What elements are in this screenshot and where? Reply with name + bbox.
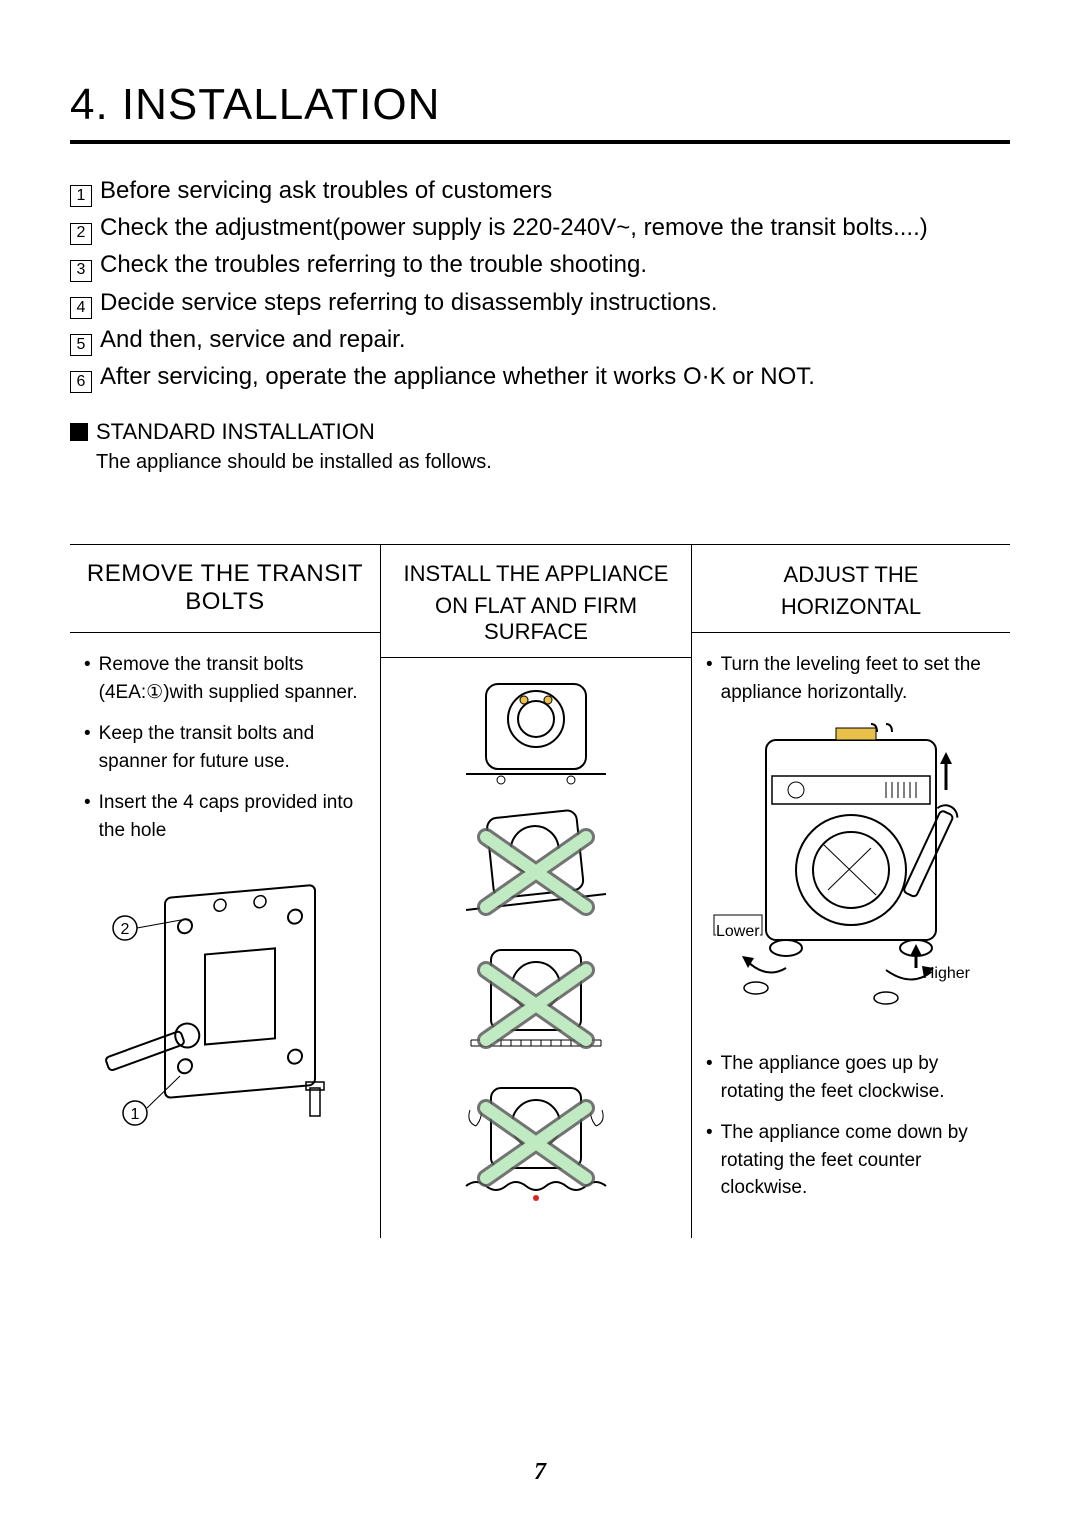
bullet-text: Remove the transit bolts (4EA:①)with sup…	[99, 651, 366, 706]
section-title: 4. INSTALLATION	[70, 80, 1010, 130]
surface-bad1-diagram	[395, 802, 677, 932]
bullet-dot-icon: •	[706, 651, 713, 706]
surface-ok-diagram	[395, 674, 677, 794]
bullet-text: Insert the 4 caps provided into the hole	[99, 789, 366, 844]
rear-panel-diagram: 2 1	[84, 858, 366, 1148]
page-number: 7	[0, 1459, 1080, 1486]
square-bullet-icon	[70, 423, 88, 441]
step-number-icon: 4	[70, 297, 92, 319]
step-list: 1 Before servicing ask troubles of custom…	[70, 172, 1010, 395]
column-header: ADJUST THE HORIZONTAL	[692, 545, 1010, 633]
step-item: 1 Before servicing ask troubles of custom…	[70, 172, 1010, 209]
step-text: After servicing, operate the appliance w…	[100, 358, 815, 395]
step-number-icon: 5	[70, 334, 92, 356]
bullet-text: Keep the transit bolts and spanner for f…	[99, 720, 366, 775]
step-text: Check the adjustment(power supply is 220…	[100, 209, 928, 246]
step-number-icon: 3	[70, 260, 92, 282]
column-adjust-horizontal: ADJUST THE HORIZONTAL •Turn the leveling…	[692, 545, 1010, 1238]
higher-label: Higher	[923, 962, 970, 985]
bullet-item: •Insert the 4 caps provided into the hol…	[84, 789, 366, 844]
step-text: Decide service steps referring to disass…	[100, 284, 718, 321]
step-item: 3 Check the troubles referring to the tro…	[70, 246, 1010, 283]
step-text: And then, service and repair.	[100, 321, 406, 358]
bullet-text: The appliance goes up by rotating the fe…	[721, 1050, 996, 1105]
svg-text:2: 2	[121, 921, 130, 938]
title-underline	[70, 140, 1010, 144]
step-item: 4 Decide service steps referring to disas…	[70, 284, 1010, 321]
column-body: •Turn the leveling feet to set the appli…	[692, 633, 1010, 1226]
bullet-dot-icon: •	[84, 720, 91, 775]
bullet-item: •The appliance goes up by rotating the f…	[706, 1050, 996, 1105]
bullet-dot-icon: •	[84, 789, 91, 844]
column-head-line1: ADJUST THE	[698, 562, 1004, 588]
column-head-line1: REMOVE THE TRANSIT	[76, 560, 374, 588]
step-text: Before servicing ask troubles of custome…	[100, 172, 552, 209]
bullet-item: •Turn the leveling feet to set the appli…	[706, 651, 996, 706]
column-header: REMOVE THE TRANSIT BOLTS	[70, 545, 380, 633]
step-number-icon: 6	[70, 371, 92, 393]
bullet-item: •Keep the transit bolts and spanner for …	[84, 720, 366, 775]
bullet-text: Turn the leveling feet to set the applia…	[721, 651, 996, 706]
surface-bad3-diagram	[395, 1078, 677, 1228]
bullet-dot-icon: •	[706, 1119, 713, 1202]
bullet-text: The appliance come down by rotating the …	[721, 1119, 996, 1202]
step-item: 6 After servicing, operate the appliance …	[70, 358, 1010, 395]
column-head-line2: ON FLAT AND FIRM SURFACE	[387, 593, 685, 645]
column-body	[381, 658, 691, 1238]
step-number-icon: 1	[70, 185, 92, 207]
svg-text:1: 1	[131, 1106, 140, 1123]
lower-label: Lower	[716, 920, 760, 943]
standard-subtext: The appliance should be installed as fol…	[96, 451, 1010, 474]
column-head-line1: INSTALL THE APPLIANCE	[387, 561, 685, 587]
column-header: INSTALL THE APPLIANCE ON FLAT AND FIRM S…	[381, 545, 691, 658]
step-item: 2 Check the adjustment(power supply is 22…	[70, 209, 1010, 246]
surface-bad2-diagram	[395, 940, 677, 1070]
column-head-line2: HORIZONTAL	[698, 594, 1004, 620]
column-body: •Remove the transit bolts (4EA:①)with su…	[70, 633, 380, 1158]
bullet-dot-icon: •	[706, 1050, 713, 1105]
standard-heading: STANDARD INSTALLATION	[70, 419, 1010, 445]
standard-heading-text: STANDARD INSTALLATION	[96, 419, 375, 445]
bullet-dot-icon: •	[84, 651, 91, 706]
installation-columns: REMOVE THE TRANSIT BOLTS •Remove the tra…	[70, 544, 1010, 1238]
bullet-item: •Remove the transit bolts (4EA:①)with su…	[84, 651, 366, 706]
step-text: Check the troubles referring to the trou…	[100, 246, 647, 283]
column-install-surface: INSTALL THE APPLIANCE ON FLAT AND FIRM S…	[381, 545, 692, 1238]
column-head-line2: BOLTS	[76, 588, 374, 616]
step-number-icon: 2	[70, 223, 92, 245]
bullet-item: •The appliance come down by rotating the…	[706, 1119, 996, 1202]
column-remove-bolts: REMOVE THE TRANSIT BOLTS •Remove the tra…	[70, 545, 381, 1238]
step-item: 5 And then, service and repair.	[70, 321, 1010, 358]
